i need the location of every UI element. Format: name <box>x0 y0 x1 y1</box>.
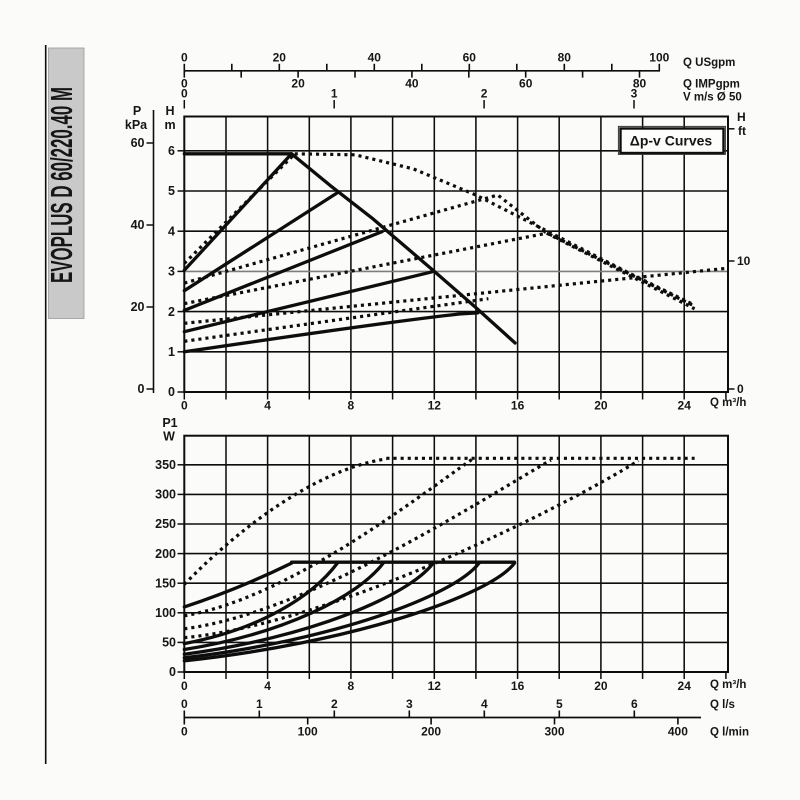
svg-text:400: 400 <box>668 725 688 739</box>
svg-text:300: 300 <box>155 488 176 502</box>
svg-text:60: 60 <box>519 77 533 91</box>
svg-text:16: 16 <box>511 679 525 693</box>
svg-text:H: H <box>737 110 746 124</box>
svg-text:100: 100 <box>155 606 176 620</box>
svg-text:0: 0 <box>138 382 145 396</box>
svg-text:4: 4 <box>264 399 271 413</box>
svg-text:24: 24 <box>678 679 692 693</box>
svg-text:250: 250 <box>155 517 176 531</box>
svg-text:Q m³/h: Q m³/h <box>710 679 746 691</box>
svg-text:0: 0 <box>181 77 188 91</box>
svg-text:80: 80 <box>558 51 572 65</box>
svg-text:0: 0 <box>181 51 188 65</box>
svg-text:Q m³/h: Q m³/h <box>710 397 746 409</box>
svg-text:EVOPLUS D 60/220.40 M: EVOPLUS D 60/220.40 M <box>44 87 79 283</box>
svg-text:V m/s Ø 50: V m/s Ø 50 <box>683 92 742 104</box>
svg-text:20: 20 <box>594 399 608 413</box>
svg-text:24: 24 <box>678 399 692 413</box>
svg-text:300: 300 <box>544 725 564 739</box>
svg-text:0: 0 <box>181 679 188 693</box>
svg-text:150: 150 <box>155 576 176 590</box>
svg-text:Q l/min: Q l/min <box>710 727 749 739</box>
svg-text:kPa: kPa <box>125 118 148 132</box>
svg-text:40: 40 <box>131 218 145 232</box>
svg-text:40: 40 <box>405 77 419 91</box>
svg-text:H: H <box>165 104 174 118</box>
svg-text:1: 1 <box>331 87 338 101</box>
svg-text:2: 2 <box>331 697 338 711</box>
svg-text:Q IMPgpm: Q IMPgpm <box>683 79 740 91</box>
svg-text:0: 0 <box>169 665 176 679</box>
svg-text:Q USgpm: Q USgpm <box>683 57 735 69</box>
svg-text:12: 12 <box>428 679 442 693</box>
svg-text:0: 0 <box>181 697 188 711</box>
svg-text:1: 1 <box>256 697 263 711</box>
svg-text:m: m <box>164 118 175 132</box>
svg-text:5: 5 <box>556 697 563 711</box>
svg-text:200: 200 <box>155 547 176 561</box>
svg-text:20: 20 <box>594 679 608 693</box>
svg-text:100: 100 <box>298 725 318 739</box>
svg-text:5: 5 <box>168 184 175 198</box>
svg-text:50: 50 <box>162 636 176 650</box>
svg-text:40: 40 <box>368 51 382 65</box>
svg-text:W: W <box>163 430 175 444</box>
svg-text:4: 4 <box>168 224 175 238</box>
svg-text:3: 3 <box>631 87 638 101</box>
svg-text:100: 100 <box>649 51 669 65</box>
svg-text:4: 4 <box>264 679 271 693</box>
svg-text:2: 2 <box>481 87 488 101</box>
svg-text:Δp-v Curves: Δp-v Curves <box>630 132 713 148</box>
svg-text:P1: P1 <box>162 416 177 430</box>
svg-text:8: 8 <box>348 399 355 413</box>
svg-text:2: 2 <box>168 305 175 319</box>
svg-text:0: 0 <box>181 87 188 101</box>
svg-text:350: 350 <box>155 458 176 472</box>
svg-text:0: 0 <box>181 725 188 739</box>
svg-text:ft: ft <box>738 124 746 138</box>
svg-text:20: 20 <box>131 300 145 314</box>
svg-text:12: 12 <box>428 399 442 413</box>
svg-text:60: 60 <box>131 136 145 150</box>
svg-text:16: 16 <box>511 399 525 413</box>
svg-text:1: 1 <box>168 345 175 359</box>
svg-text:80: 80 <box>633 77 647 91</box>
svg-text:8: 8 <box>348 679 355 693</box>
svg-text:10: 10 <box>737 254 751 268</box>
svg-text:6: 6 <box>631 697 638 711</box>
svg-text:200: 200 <box>421 725 441 739</box>
svg-text:3: 3 <box>406 697 413 711</box>
svg-text:60: 60 <box>463 51 477 65</box>
svg-text:P: P <box>133 104 141 118</box>
svg-text:20: 20 <box>273 51 287 65</box>
svg-text:0: 0 <box>181 399 188 413</box>
svg-text:20: 20 <box>291 77 305 91</box>
svg-text:6: 6 <box>168 144 175 158</box>
svg-text:4: 4 <box>481 697 488 711</box>
svg-text:Q l/s: Q l/s <box>710 699 735 711</box>
svg-text:0: 0 <box>737 382 744 396</box>
svg-text:3: 3 <box>168 265 175 279</box>
svg-text:0: 0 <box>168 385 175 399</box>
